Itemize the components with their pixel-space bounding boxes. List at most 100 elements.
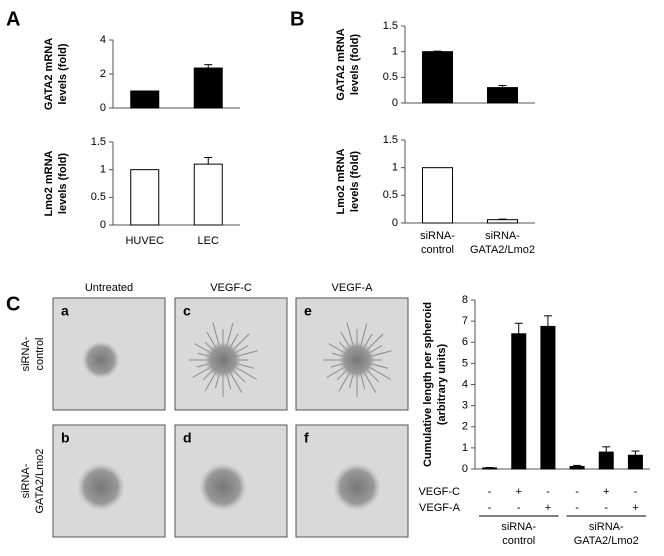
row-label: siRNA-	[20, 463, 32, 498]
condition-sign: +	[516, 486, 522, 498]
group-label: GATA2/Lmo2	[574, 535, 639, 547]
y-axis-label: (arbitrary units)	[436, 344, 448, 426]
spheroid	[199, 463, 247, 511]
condition-name: VEGF-C	[418, 486, 460, 498]
y-tick-label: 6	[462, 336, 468, 348]
y-axis-label: Lmo2 mRNA	[335, 148, 347, 214]
y-tick-label: 0	[462, 463, 468, 475]
micrograph	[295, 297, 409, 411]
y-tick-label: 0	[392, 217, 398, 229]
condition-sign: +	[545, 502, 551, 514]
y-axis-label: GATA2 mRNA	[43, 38, 55, 110]
condition-name: VEGF-A	[419, 502, 461, 514]
panel-label: C	[6, 293, 20, 315]
condition-sign: -	[546, 486, 550, 498]
spheroid	[82, 341, 120, 379]
y-axis-label: GATA2 mRNA	[335, 28, 347, 100]
group-label: siRNA-	[501, 521, 536, 533]
x-tick-label: HUVEC	[125, 235, 164, 247]
bar	[487, 87, 518, 104]
error-bar	[514, 322, 523, 334]
micrograph-letter: b	[61, 430, 70, 446]
error-bar	[543, 315, 552, 327]
y-tick-label: 1.5	[383, 20, 398, 32]
bar	[422, 167, 453, 224]
y-tick-label: 4	[100, 34, 106, 46]
y-tick-label: 0.5	[91, 191, 106, 203]
bar	[627, 454, 643, 470]
y-axis-label: levels (fold)	[57, 43, 69, 104]
micrograph-letter: e	[304, 303, 312, 319]
error-bar	[498, 218, 507, 220]
condition-sign: -	[488, 486, 492, 498]
y-tick-label: 4	[462, 378, 468, 390]
bar	[569, 465, 585, 470]
condition-sign: -	[517, 502, 521, 514]
y-tick-label: 1.5	[91, 136, 106, 148]
spheroid	[204, 341, 242, 379]
y-axis-label: Lmo2 mRNA	[43, 150, 55, 216]
bar	[482, 467, 498, 470]
y-tick-label: 1	[462, 442, 468, 454]
y-tick-label: 8	[462, 294, 468, 306]
error-bar	[433, 50, 442, 52]
y-tick-label: 0	[100, 102, 106, 114]
x-tick-label: siRNA-	[420, 230, 455, 242]
y-tick-label: 0.5	[383, 189, 398, 201]
column-header: VEGF-C	[210, 282, 252, 294]
y-tick-label: 0	[392, 97, 398, 109]
x-tick-label: control	[421, 244, 454, 256]
y-tick-label: 2	[462, 421, 468, 433]
y-tick-label: 5	[462, 357, 468, 369]
y-axis-label: levels (fold)	[349, 151, 361, 212]
x-tick-label: GATA2/Lmo2	[470, 244, 535, 256]
error-bar	[204, 156, 213, 165]
error-bar	[602, 446, 611, 453]
row-label: control	[34, 337, 46, 370]
y-axis-label: levels (fold)	[57, 153, 69, 214]
y-tick-label: 3	[462, 400, 468, 412]
y-axis-label: Cumulative length per spheroid	[422, 302, 434, 467]
condition-sign: -	[634, 486, 638, 498]
spheroid	[333, 463, 381, 511]
spheroid	[77, 463, 125, 511]
bar	[130, 169, 160, 226]
row-label: GATA2/Lmo2	[34, 448, 46, 513]
bar	[422, 51, 453, 104]
bar	[130, 90, 160, 109]
panel-label: A	[6, 8, 20, 30]
micrograph-letter: f	[304, 430, 309, 446]
bar	[540, 325, 556, 470]
error-bar	[573, 464, 582, 467]
column-header: Untreated	[85, 282, 133, 294]
micrograph-letter: d	[183, 430, 192, 446]
condition-sign: -	[488, 502, 492, 514]
bar	[511, 333, 527, 470]
bar	[193, 163, 223, 226]
group-label: siRNA-	[589, 521, 624, 533]
y-tick-label: 0	[100, 219, 106, 231]
x-tick-label: siRNA-	[485, 230, 520, 242]
error-bar	[631, 450, 640, 456]
error-bar	[204, 64, 213, 69]
y-tick-label: 7	[462, 315, 468, 327]
x-tick-label: LEC	[198, 235, 219, 247]
condition-sign: -	[575, 486, 579, 498]
error-bar	[498, 85, 507, 88]
panel-label: B	[290, 8, 304, 30]
column-header: VEGF-A	[332, 282, 374, 294]
row-label: siRNA-	[20, 336, 32, 371]
micrograph-letter: a	[61, 303, 69, 319]
bar	[193, 67, 223, 109]
micrograph-letter: c	[183, 303, 191, 319]
group-label: control	[502, 535, 535, 547]
y-tick-label: 1	[100, 164, 106, 176]
y-tick-label: 1.5	[383, 134, 398, 146]
y-tick-label: 1	[392, 162, 398, 174]
condition-sign: -	[575, 502, 579, 514]
condition-sign: -	[604, 502, 608, 514]
bar	[598, 451, 614, 470]
bar	[487, 219, 518, 224]
spheroid	[338, 341, 376, 379]
